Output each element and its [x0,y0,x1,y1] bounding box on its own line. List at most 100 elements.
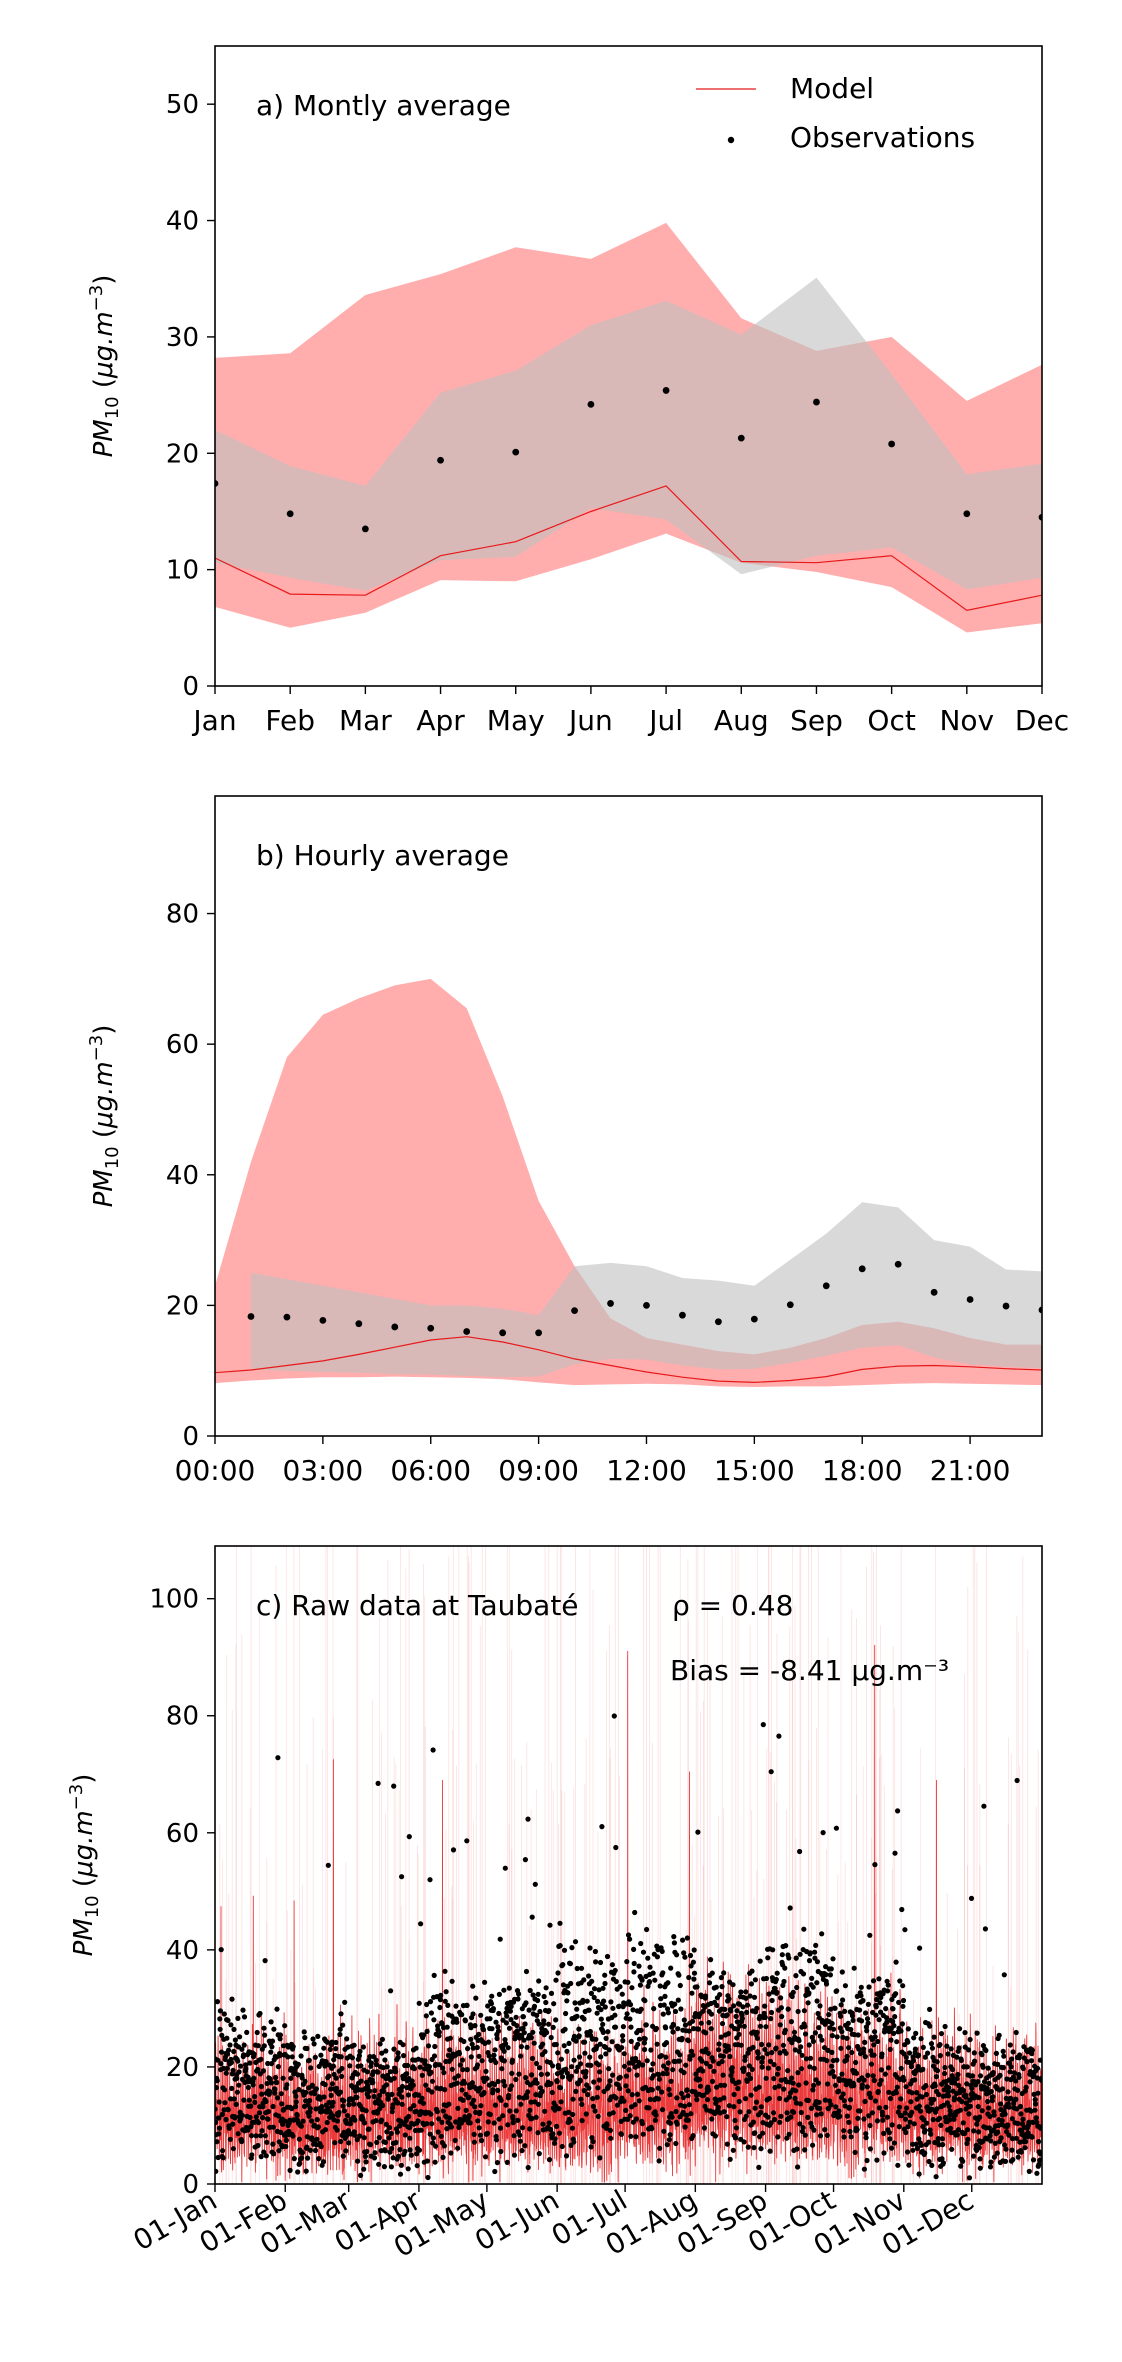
observation-point [521,2030,527,2036]
observation-point [922,2150,928,2156]
observation-point [529,2115,535,2122]
observation-point [985,2098,991,2105]
observation-point [362,2153,368,2159]
observation-point [691,1970,698,1976]
observation-point [588,2062,594,2068]
observation-point [572,2000,578,2006]
observation-point [948,2046,954,2052]
observation-point [322,2127,329,2133]
observation-point [828,1966,834,1972]
observation-point [524,2094,530,2100]
observation-point [440,2154,446,2160]
observation-point [383,2048,389,2054]
observation-point [473,2109,479,2115]
observation-point [988,2159,994,2165]
observation-point [340,2022,346,2028]
observation-point [677,1982,683,1989]
observation-point [429,2121,435,2127]
observation-point [700,2008,706,2014]
observation-point [529,2072,535,2078]
observation-point [489,2026,495,2032]
observation-point [871,2042,877,2048]
observation-point [595,1998,601,2004]
observation-point [283,1313,291,1321]
observation-point [358,2172,364,2178]
observation-point [594,2010,600,2016]
observation-point [694,1984,700,1990]
observation-point [397,2123,403,2129]
observation-point [509,2070,515,2076]
observation-point [1020,2116,1026,2122]
observation-point [703,2060,710,2066]
observation-point [895,1808,901,1814]
observation-point [806,2042,812,2048]
observation-point [529,1914,535,1920]
observation-point [942,2023,948,2030]
observation-point [515,2117,521,2123]
observation-point [557,1943,563,1949]
observation-point [407,2147,413,2153]
observation-point [598,2016,604,2022]
observation-point [1034,2065,1041,2071]
observation-point [841,2134,847,2140]
observation-point [686,1974,692,1981]
observation-point [446,2115,453,2121]
observation-point [751,1994,758,2000]
observation-point [500,2113,506,2119]
observation-point [757,2134,763,2140]
observation-point [344,2036,350,2042]
x-tick-label: 03:00 [283,1454,364,1487]
observation-point [750,2119,757,2125]
observation-point [824,2058,830,2064]
observation-point [884,1978,890,1984]
observation-point [955,2071,961,2078]
observation-point [593,2036,599,2042]
observation-point [498,2097,504,2103]
observation-point [771,2076,777,2082]
observation-point [1001,2053,1007,2059]
observation-point [513,2108,519,2114]
observation-point [504,2159,510,2165]
observation-point [913,2068,919,2074]
observation-point [1005,2122,1011,2128]
observation-point [902,2110,908,2116]
observation-point [842,2103,848,2109]
observation-point [428,2010,434,2016]
observation-point [480,2027,487,2033]
observation-point [767,2148,773,2154]
observation-point [354,2094,360,2100]
observation-point [775,2065,781,2072]
observation-point [643,2022,649,2028]
observation-point [600,2029,606,2035]
observation-point [226,2125,232,2131]
observation-point [613,1844,619,1851]
observation-point [650,2061,656,2067]
observation-point [682,2103,688,2109]
observation-point [656,2076,663,2082]
observation-point [482,1979,488,1985]
observation-point [322,2063,328,2069]
observation-point [296,2136,302,2142]
observation-point [759,2059,765,2065]
observation-point [683,2062,689,2068]
observation-point [1017,2052,1023,2058]
observation-point [554,2078,560,2085]
observation-point [963,510,971,518]
observation-point [917,2108,924,2114]
observation-point [425,2043,432,2049]
observation-point [642,1998,648,2004]
observation-point [564,2070,570,2076]
observation-point [894,2039,900,2045]
observation-point [426,2064,432,2070]
observation-point [785,2006,791,2012]
observation-point [681,1950,687,1956]
observation-point [227,2042,233,2048]
observation-point [719,2058,725,2065]
observation-point [900,1983,906,1989]
observation-point [679,2035,685,2041]
observation-point [785,2068,791,2074]
observation-point [864,2084,870,2090]
observation-point [553,2041,559,2048]
